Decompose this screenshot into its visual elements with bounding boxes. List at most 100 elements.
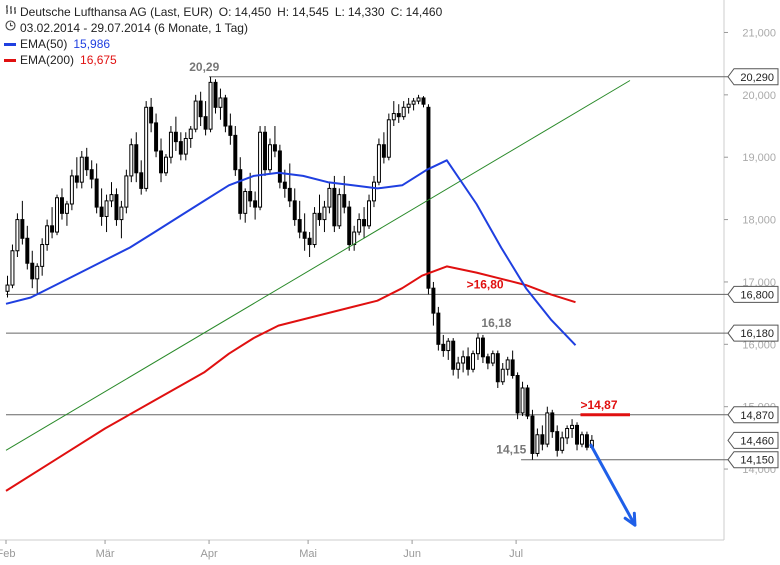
level-label: 16,800 — [727, 285, 779, 303]
candle — [376, 138, 381, 186]
candle — [490, 350, 495, 367]
candle — [50, 207, 55, 239]
candle — [35, 263, 40, 295]
candle — [475, 333, 480, 360]
y-tick-label: 19,000 — [742, 152, 776, 164]
candle-body — [50, 225, 55, 233]
candle-body — [451, 340, 456, 370]
candle — [352, 225, 357, 251]
level-label: 16,180 — [727, 324, 779, 342]
candle — [312, 207, 317, 248]
candle-body — [30, 262, 35, 280]
level-label-text: 16,180 — [740, 328, 774, 340]
candle-body — [327, 187, 332, 208]
candle — [248, 172, 253, 208]
candle-body — [505, 359, 510, 370]
candle — [560, 431, 565, 454]
candle-body — [188, 128, 193, 139]
candle-body — [342, 194, 347, 208]
candle — [139, 160, 144, 195]
candle-body — [575, 424, 580, 445]
candle — [124, 169, 129, 214]
candle — [25, 225, 30, 270]
low-value: 14,330 — [347, 5, 385, 19]
range-row: 03.02.2014 - 29.07.2014 (6 Monate, 1 Tag… — [4, 20, 442, 36]
level-label-box — [727, 285, 779, 303]
x-tick-label: Feb — [0, 548, 15, 560]
candle — [485, 353, 490, 370]
y-tick-label: 16,000 — [742, 339, 776, 351]
candle-body — [15, 219, 20, 252]
candle — [159, 138, 164, 183]
legend-ema50: EMA(50) 15,986 — [4, 36, 442, 52]
open-label: O: — [218, 5, 232, 19]
candle-body — [243, 191, 248, 214]
candle — [525, 384, 530, 420]
candle-body — [287, 187, 292, 202]
ema50-swatch — [4, 42, 16, 46]
instrument-name: Deutsche Lufthansa AG (Last, EUR) — [20, 5, 213, 19]
candle-body — [555, 431, 560, 451]
y-tick-label: 21,000 — [742, 27, 776, 39]
candle-body — [248, 191, 253, 202]
candle-body — [168, 131, 173, 158]
candle-body — [579, 434, 584, 445]
candle — [357, 213, 362, 236]
level-label-box — [727, 68, 779, 86]
candle-body — [426, 106, 431, 289]
candle — [218, 88, 223, 120]
level-label: 14,150 — [727, 451, 779, 469]
candle — [59, 188, 64, 220]
candle — [193, 94, 198, 133]
candle — [540, 425, 545, 451]
candle — [332, 175, 337, 233]
candle — [233, 126, 238, 176]
candle-body — [584, 434, 589, 448]
candle — [297, 200, 302, 239]
candle-body — [480, 337, 485, 358]
candle — [223, 94, 228, 133]
trendline — [5, 80, 631, 451]
candle-body — [99, 206, 104, 217]
candle-body — [456, 362, 461, 370]
ema50-value: 15,986 — [73, 37, 111, 51]
candle-body — [560, 437, 565, 451]
candle-body — [114, 194, 119, 221]
candle — [510, 350, 515, 379]
candle-body — [139, 172, 144, 189]
candle — [471, 350, 476, 373]
candle-body — [570, 424, 575, 430]
candle-body — [332, 187, 337, 227]
candle-body — [64, 203, 69, 214]
candle — [134, 132, 139, 183]
candle — [163, 154, 168, 176]
candle-body — [282, 181, 287, 189]
candle-body — [391, 113, 396, 121]
candle-body — [134, 144, 139, 174]
candle-body — [302, 231, 307, 239]
level-label-box — [727, 324, 779, 342]
candle — [109, 182, 114, 208]
candle-body — [515, 375, 520, 414]
candle — [367, 194, 372, 229]
candle — [466, 347, 471, 376]
ema200-line — [5, 265, 576, 492]
candle-body — [386, 119, 391, 158]
high-label: H: — [277, 5, 290, 19]
candle-body — [35, 265, 40, 280]
candle — [10, 244, 15, 289]
close-label: C: — [390, 5, 403, 19]
x-tick-label: Mär — [96, 548, 115, 560]
candle — [416, 94, 421, 105]
candle-body — [124, 175, 129, 208]
candle — [15, 213, 20, 257]
candle — [228, 113, 233, 145]
candle — [144, 101, 149, 192]
candle-body — [258, 131, 263, 208]
candle-body — [490, 353, 495, 364]
candle — [431, 281, 436, 326]
candle — [272, 126, 277, 158]
candle — [441, 334, 446, 357]
candle — [337, 188, 342, 229]
candle — [461, 350, 466, 373]
